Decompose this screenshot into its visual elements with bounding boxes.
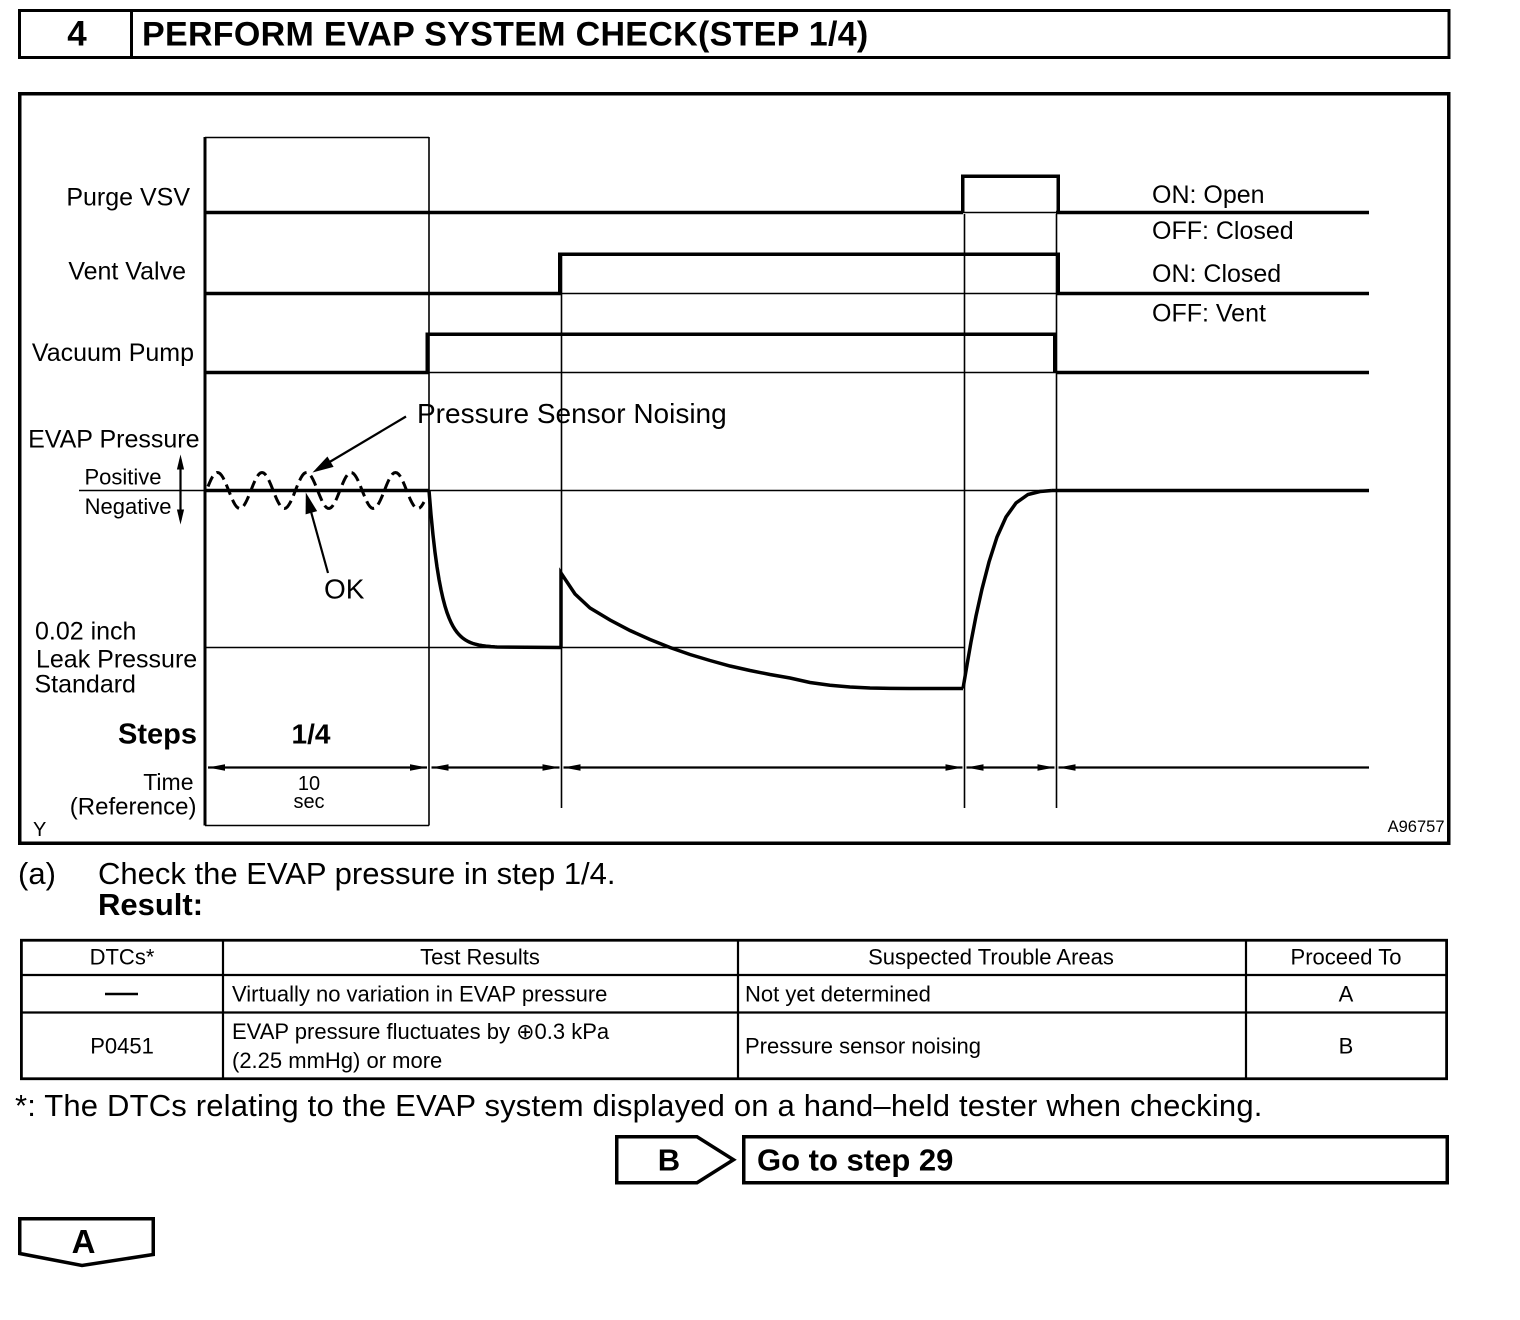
svg-text:Positive: Positive bbox=[84, 465, 161, 490]
svg-text:EVAP Pressure: EVAP Pressure bbox=[28, 426, 199, 454]
svg-text:Proceed To: Proceed To bbox=[1291, 945, 1402, 970]
svg-text:Purge VSV: Purge VSV bbox=[66, 184, 190, 212]
svg-text:Time: Time bbox=[143, 769, 193, 795]
svg-text:A: A bbox=[72, 1223, 96, 1260]
svg-text:P0451: P0451 bbox=[90, 1034, 154, 1059]
svg-text:(a): (a) bbox=[18, 856, 56, 891]
svg-text:B: B bbox=[1339, 1034, 1354, 1059]
svg-text:Vacuum Pump: Vacuum Pump bbox=[32, 339, 194, 367]
svg-text:sec: sec bbox=[293, 791, 324, 813]
svg-text:Pressure Sensor Noising: Pressure Sensor Noising bbox=[417, 398, 727, 429]
svg-text:4: 4 bbox=[67, 15, 87, 54]
svg-text:Check the EVAP pressure in ste: Check the EVAP pressure in step 1/4. bbox=[98, 856, 616, 891]
svg-text:0.02 inch: 0.02 inch bbox=[35, 618, 136, 646]
svg-text:ON: Closed: ON: Closed bbox=[1152, 260, 1281, 288]
svg-text:(Reference): (Reference) bbox=[70, 794, 197, 821]
svg-text:ON: Open: ON: Open bbox=[1152, 181, 1265, 209]
svg-text:OK: OK bbox=[324, 574, 365, 605]
svg-text:Test Results: Test Results bbox=[420, 945, 540, 970]
svg-text:Steps: Steps bbox=[118, 719, 197, 751]
svg-text:Negative: Negative bbox=[85, 494, 172, 519]
svg-text:Go to step 29: Go to step 29 bbox=[757, 1143, 953, 1178]
svg-text:Vent Valve: Vent Valve bbox=[68, 258, 186, 286]
svg-text:1/4: 1/4 bbox=[292, 719, 331, 750]
svg-text:Y: Y bbox=[33, 819, 46, 841]
svg-text:Leak Pressure: Leak Pressure bbox=[36, 646, 197, 674]
svg-text:Not yet determined: Not yet determined bbox=[745, 982, 931, 1007]
svg-text:Result:: Result: bbox=[98, 887, 203, 922]
svg-text:*: The DTCs relating to the EV: *: The DTCs relating to the EVAP system … bbox=[15, 1088, 1263, 1123]
svg-text:DTCs*: DTCs* bbox=[90, 945, 155, 970]
svg-text:B: B bbox=[658, 1143, 680, 1178]
svg-text:Virtually no variation in EVAP: Virtually no variation in EVAP pressure bbox=[232, 982, 607, 1007]
svg-text:PERFORM EVAP SYSTEM CHECK(STEP: PERFORM EVAP SYSTEM CHECK(STEP 1/4) bbox=[142, 16, 869, 54]
svg-text:Standard: Standard bbox=[35, 671, 136, 699]
svg-text:OFF: Vent: OFF: Vent bbox=[1152, 300, 1266, 328]
svg-text:(2.25 mmHg) or more: (2.25 mmHg) or more bbox=[232, 1048, 442, 1073]
svg-text:Suspected Trouble Areas: Suspected Trouble Areas bbox=[868, 945, 1114, 970]
svg-text:10: 10 bbox=[298, 773, 320, 795]
svg-text:A96757: A96757 bbox=[1388, 818, 1445, 836]
svg-text:A: A bbox=[1339, 982, 1354, 1007]
svg-text:Pressure sensor noising: Pressure sensor noising bbox=[745, 1034, 981, 1059]
svg-text:OFF: Closed: OFF: Closed bbox=[1152, 217, 1294, 245]
svg-text:EVAP pressure fluctuates by ⊕0: EVAP pressure fluctuates by ⊕0.3 kPa bbox=[232, 1019, 610, 1044]
